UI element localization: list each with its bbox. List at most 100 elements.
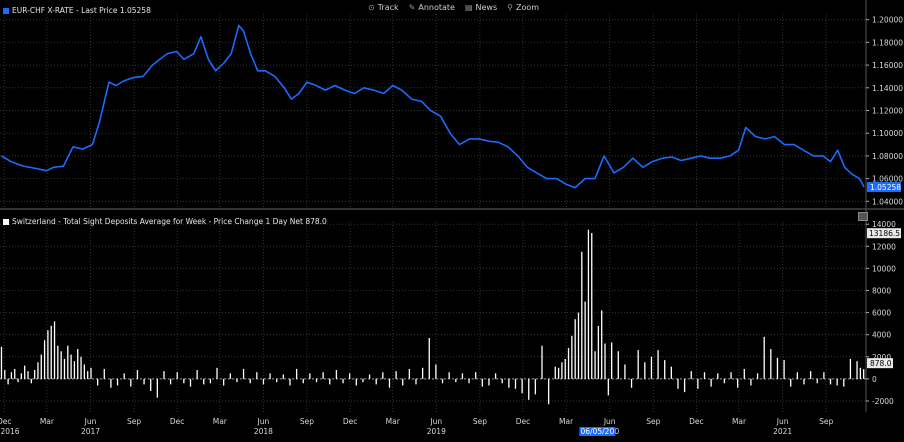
annotate-button[interactable]: ✎ Annotate (408, 2, 455, 12)
deposit-bar (528, 378, 530, 400)
deposit-bar (541, 345, 543, 379)
deposits-tick-label: 8000 (872, 286, 891, 295)
deposit-bar (849, 358, 852, 379)
deposit-bar (601, 310, 603, 379)
price-panel-grid (0, 0, 904, 412)
deposit-bar (534, 378, 537, 395)
deposit-bar (143, 378, 145, 385)
price-tick-label: 1.10000 (872, 129, 903, 138)
deposit-bar (723, 378, 726, 384)
deposit-bar (80, 356, 82, 379)
deposit-bar (262, 378, 265, 385)
price-legend-swatch (3, 7, 9, 14)
month-label: Sep (300, 417, 314, 426)
deposit-bar (289, 378, 291, 386)
deposit-bar (717, 373, 719, 379)
deposit-bar (37, 362, 39, 379)
deposit-bar (203, 378, 205, 385)
news-button[interactable]: ▤ News (464, 2, 498, 12)
deposits-tick-label: 14000 (872, 220, 896, 229)
deposit-bar (329, 378, 331, 385)
deposit-bar (521, 378, 523, 394)
year-label: 2018 (254, 427, 273, 436)
month-label: Mar (386, 417, 401, 426)
deposit-bar (796, 372, 799, 379)
track-button[interactable]: ⊙ Track (368, 2, 399, 12)
deposit-bar (644, 362, 646, 379)
month-label: Jun (776, 417, 789, 426)
deposit-bar (90, 367, 92, 379)
deposit-bar (123, 373, 125, 379)
deposit-bar (30, 378, 32, 384)
month-label: Sep (646, 417, 660, 426)
deposit-bar (375, 378, 377, 385)
deposit-bar (276, 378, 278, 383)
deposit-bar (664, 360, 666, 379)
price-tick-label: 1.16000 (872, 61, 903, 70)
deposit-bar (776, 357, 779, 379)
deposit-bar (690, 371, 692, 379)
deposit-bar (428, 337, 430, 379)
deposit-bar (249, 378, 251, 384)
deposits-tick-label: 4000 (872, 331, 891, 340)
deposit-bar (803, 378, 805, 385)
price-tick-label: 1.08000 (872, 152, 903, 161)
deposit-bar (650, 356, 653, 379)
deposit-bar (73, 361, 76, 379)
deposit-bar (836, 378, 838, 386)
deposit-bar (96, 378, 99, 386)
deposit-bar (0, 346, 3, 379)
deposit-bar (557, 367, 560, 379)
deposit-bar (617, 351, 619, 379)
deposit-bar (236, 378, 238, 383)
deposit-bar (242, 368, 245, 379)
deposit-bar (730, 372, 732, 379)
deposit-bar (501, 378, 503, 384)
deposits-legend[interactable]: Switzerland - Total Sight Deposits Avera… (3, 217, 327, 226)
deposit-bar (342, 378, 344, 384)
deposit-bar (421, 367, 424, 379)
deposit-bar (315, 378, 318, 383)
deposit-bar (561, 362, 563, 379)
deposit-bar (24, 365, 26, 379)
deposit-bar (70, 354, 72, 379)
deposit-bar (809, 371, 812, 379)
deposit-bar (564, 358, 566, 379)
deposit-bar (859, 367, 862, 379)
deposit-bar (14, 368, 16, 379)
zoom-button[interactable]: ⚲ Zoom (507, 2, 540, 12)
deposit-bar (83, 364, 86, 379)
deposit-bar (57, 345, 59, 379)
deposit-bar (116, 378, 119, 386)
deposit-bar (743, 368, 745, 379)
deposit-bar (335, 370, 338, 379)
deposit-bar (584, 301, 586, 379)
deposit-bar (697, 378, 699, 389)
deposit-bar (657, 350, 659, 379)
deposits-bars (0, 229, 865, 405)
month-label: Dec (516, 417, 531, 426)
deposit-bar (750, 378, 752, 386)
deposits-tick-label: 6000 (872, 309, 891, 318)
deposit-bar (47, 330, 49, 379)
panel-options-button[interactable] (858, 212, 868, 221)
deposit-bar (630, 378, 633, 388)
price-legend[interactable]: EUR-CHF X-RATE - Last Price 1.05258 (3, 6, 151, 15)
max-value-badge (867, 228, 901, 239)
month-label: Dec (0, 417, 12, 426)
deposit-bar (823, 372, 825, 379)
deposit-bar (176, 372, 178, 379)
deposit-bar (40, 354, 42, 379)
deposit-bar (4, 370, 6, 379)
deposit-bar (163, 371, 165, 379)
month-label: Mar (40, 417, 55, 426)
price-tick-label: 1.18000 (872, 38, 903, 47)
month-label: Dec (689, 417, 704, 426)
max-value-label: 13186.5 (869, 229, 900, 238)
deposit-bar (770, 349, 772, 379)
deposit-bar (408, 368, 411, 379)
deposit-bar (670, 366, 672, 379)
month-label: Mar (213, 417, 228, 426)
deposit-bar (136, 370, 139, 379)
crosshair-date-label: 06/05/20 (581, 427, 615, 436)
